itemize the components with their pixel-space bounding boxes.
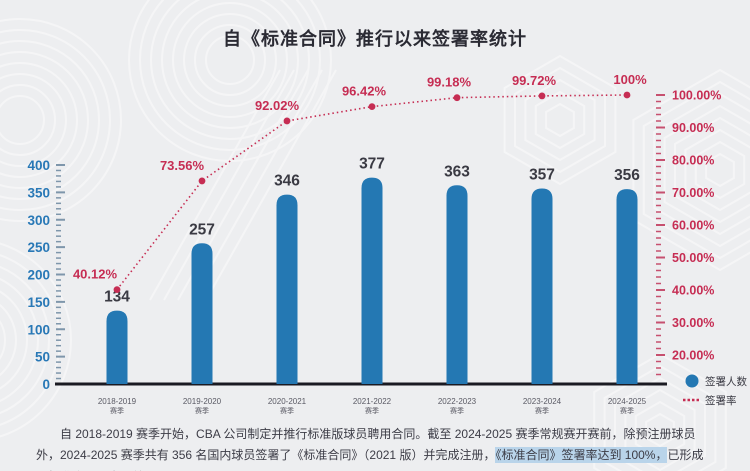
bar-2020-2021	[276, 194, 298, 384]
left-axis-tick-label: 250	[27, 240, 50, 255]
footer-text-after: 已形成《标准合同》全覆盖。	[36, 448, 704, 471]
rate-point-label: 99.72%	[512, 73, 557, 88]
bar-value-label: 346	[274, 173, 300, 190]
rate-line-point	[368, 103, 376, 111]
right-axis-tick-label: 50.00%	[672, 251, 714, 265]
bar-2018-2019	[106, 310, 128, 384]
rate-point-label: 96.42%	[342, 84, 387, 99]
x-axis-label-suffix: 赛季	[365, 406, 379, 415]
bar-value-label: 134	[104, 289, 130, 306]
rate-line-point	[113, 286, 121, 294]
right-axis-tick-label: 20.00%	[672, 349, 714, 363]
right-axis-tick-label: 40.00%	[672, 284, 714, 298]
bar-value-label: 377	[359, 156, 385, 173]
x-axis-label-suffix: 赛季	[450, 406, 464, 415]
left-axis-labels: 400 350 300 250 200 150 100 50 0	[27, 158, 50, 392]
x-axis-label-suffix: 赛季	[110, 406, 124, 415]
right-axis-tick-label: 60.00%	[672, 219, 714, 233]
bar-2023-2024	[531, 188, 553, 384]
x-axis-label-season: 2018-2019	[98, 397, 137, 406]
x-axis-label-suffix: 赛季	[280, 406, 294, 415]
x-axis-label-suffix: 赛季	[535, 406, 549, 415]
rate-point-label: 99.18%	[427, 75, 472, 90]
bar-2022-2023	[446, 185, 468, 384]
left-axis-tick-label: 0	[42, 377, 50, 392]
right-axis-tick-label: 100.00%	[672, 89, 721, 103]
footer-text-before: 自 2018-2019 赛季开始，CBA 公司制定并推行标准版球员聘用合同。截至…	[36, 427, 696, 463]
x-axis-label-suffix: 赛季	[195, 406, 209, 415]
right-axis-tick-label: 90.00%	[672, 121, 714, 135]
right-axis-labels: 100.00% 90.00% 80.00% 70.00% 60.00% 50.00% 40.…	[672, 89, 721, 363]
signing-rate-combo-chart: 400 350 300 250 200 150 100 50 0 100.00% 90.00% 80.…	[27, 72, 747, 415]
bar-value-label: 257	[189, 221, 215, 238]
right-axis-tick-label: 80.00%	[672, 154, 714, 168]
bar-value-label: 357	[529, 167, 555, 184]
footer-text-highlighted: 《标准合同》签署率达到 100%，	[495, 447, 668, 464]
bar-value-label: 356	[614, 167, 640, 184]
left-axis-tick-label: 150	[27, 295, 50, 310]
rate-line-point	[198, 177, 206, 185]
x-axis-label-season: 2020-2021	[268, 397, 307, 406]
rate-line-point	[453, 94, 461, 102]
rate-line-point	[623, 91, 631, 99]
x-axis-label-season: 2023-2024	[523, 397, 562, 406]
x-axis-label-season: 2022-2023	[438, 397, 477, 406]
legend-label-rate: 签署率	[705, 394, 737, 407]
left-axis-tick-label: 300	[27, 213, 50, 228]
right-axis-tick-label: 30.00%	[672, 316, 714, 330]
bar-value-label: 363	[444, 163, 470, 180]
x-axis-label-season: 2024-2025	[608, 397, 647, 406]
left-axis-tick-label: 50	[35, 350, 50, 365]
left-axis-tick-label: 400	[27, 158, 50, 173]
bar-2021-2022	[361, 177, 383, 384]
bar-2019-2020	[191, 243, 213, 384]
legend-marker-circle-icon	[685, 374, 699, 388]
x-axis-line	[55, 382, 667, 386]
page-title: 自《标准合同》推行以来签署率统计	[223, 29, 527, 49]
x-axis-label-season: 2021-2022	[353, 397, 392, 406]
legend-label-signers: 签署人数	[705, 375, 747, 388]
left-axis-ticks	[56, 164, 65, 385]
rate-point-label: 40.12%	[73, 267, 118, 282]
left-axis-tick-label: 200	[27, 268, 50, 283]
right-axis-ticks	[656, 94, 665, 376]
footer-paragraph: 自 2018-2019 赛季开始，CBA 公司制定并推行标准版球员聘用合同。截至…	[36, 424, 716, 471]
rate-line-point	[538, 92, 546, 100]
rate-line-point	[283, 117, 291, 125]
rate-point-label: 73.56%	[160, 158, 205, 173]
x-axis-label-season: 2019-2020	[183, 397, 222, 406]
right-axis-tick-label: 70.00%	[672, 186, 714, 200]
left-axis-tick-label: 350	[27, 185, 50, 200]
rate-point-label: 100%	[613, 72, 647, 87]
rate-point-label: 92.02%	[255, 98, 300, 113]
x-axis-label-suffix: 赛季	[620, 406, 634, 415]
left-axis-tick-label: 100	[27, 322, 50, 337]
bar-2024-2025	[616, 189, 638, 384]
